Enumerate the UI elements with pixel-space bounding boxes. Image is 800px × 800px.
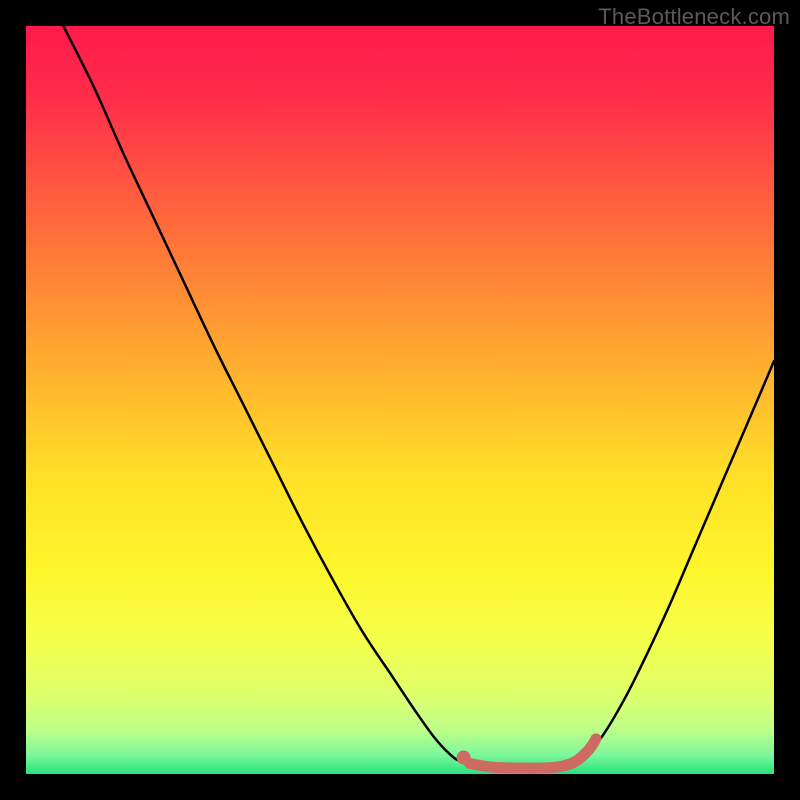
chart-frame: TheBottleneck.com (0, 0, 800, 800)
optimal-marker-dot (457, 751, 471, 765)
plot-area (26, 26, 774, 774)
watermark-text: TheBottleneck.com (598, 4, 790, 30)
gradient-background (26, 26, 774, 774)
chart-svg (26, 26, 774, 774)
